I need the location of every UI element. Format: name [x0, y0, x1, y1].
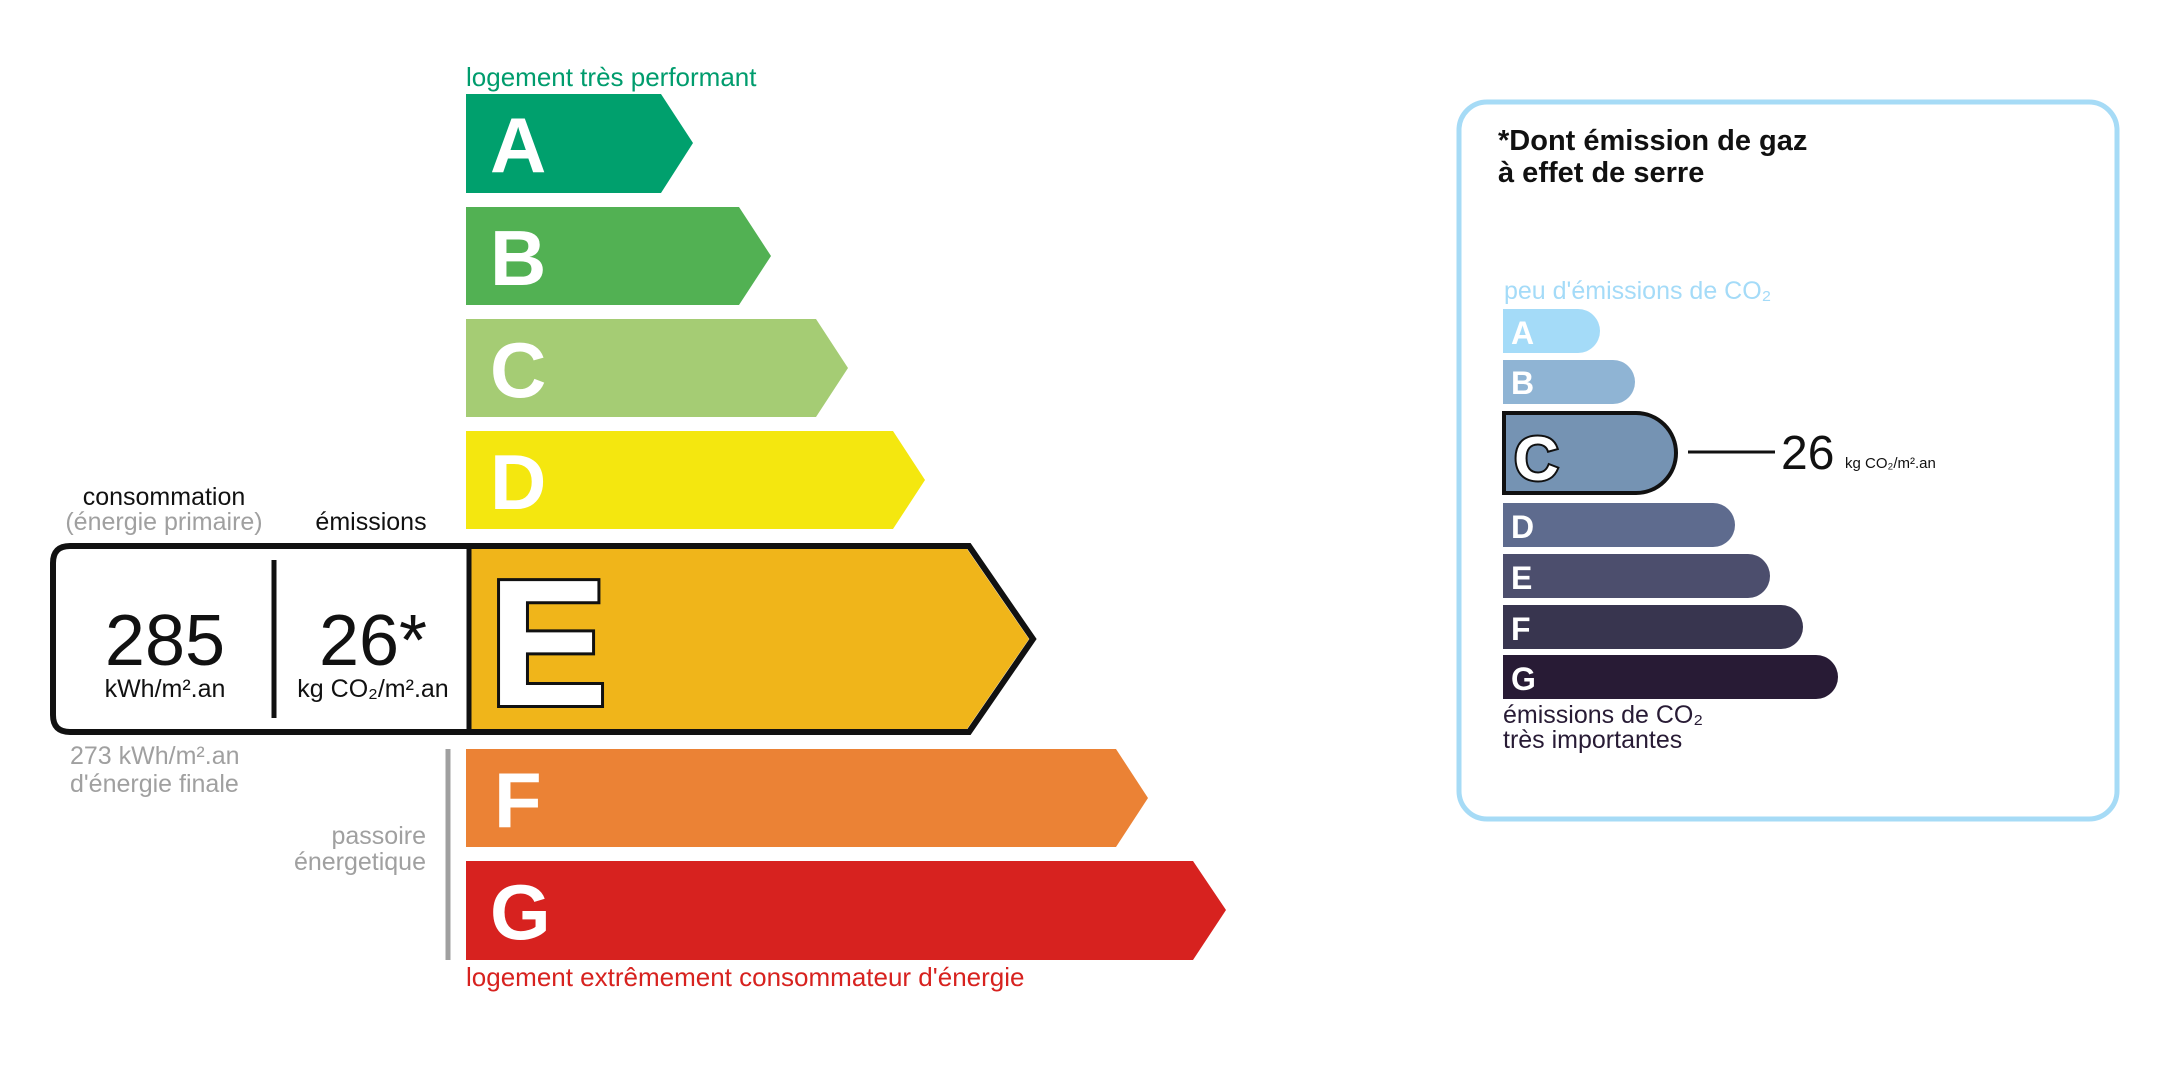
dpe-letter: D [490, 438, 546, 526]
dpe-letter: C [490, 326, 546, 414]
consumption-label: consommation [83, 483, 246, 511]
ges-letter: A [1511, 315, 1534, 351]
ges-letter: F [1511, 611, 1531, 647]
ges-letter: E [1511, 560, 1532, 596]
ges-letter: D [1511, 509, 1534, 545]
emissions-label: émissions [315, 508, 426, 536]
consumption-value: 285 [105, 601, 225, 681]
ges-letter: B [1511, 365, 1534, 401]
ges-panel: *Dont émission de gaz à effet de serre p… [1456, 99, 2120, 822]
consumption-unit: kWh/m².an [105, 675, 226, 703]
ges-bottom-label-1: émissions de CO₂ [1503, 701, 1703, 729]
dpe-letter: G [490, 868, 551, 956]
dpe-top-label: logement très performant [466, 62, 757, 92]
final-energy-value: 273 kWh/m².an [70, 742, 240, 770]
final-energy-label: d'énergie finale [70, 770, 239, 798]
dpe-class-f: F [466, 749, 1148, 847]
ges-class-b: B [1503, 360, 1635, 404]
dpe-letter: E [488, 543, 608, 744]
dpe-bottom-label: logement extrêmement consommateur d'éner… [466, 962, 1024, 992]
ges-bottom-label-2: très importantes [1503, 726, 1682, 754]
ges-title-2: à effet de serre [1498, 157, 1704, 189]
ges-class-c-current: C [1502, 411, 1678, 496]
dpe-class-c: C [466, 319, 848, 417]
dpe-letter: F [494, 756, 542, 844]
ges-class-a: A [1503, 309, 1600, 353]
emissions-value: 26* [319, 601, 427, 681]
ges-letter: C [1514, 425, 1559, 494]
dpe-letter: A [490, 101, 546, 189]
consumption-sublabel: (énergie primaire) [65, 508, 262, 536]
ges-class-d: D [1503, 503, 1735, 547]
emissions-unit: kg CO₂/m².an [297, 675, 448, 703]
dpe-letter: B [490, 214, 546, 302]
passoire-label-2: énergetique [294, 848, 426, 876]
ges-class-e: E [1503, 554, 1770, 598]
ges-value: 26 [1781, 427, 1834, 480]
ges-top-label: peu d'émissions de CO₂ [1504, 277, 1771, 305]
passoire-label-1: passoire [332, 822, 427, 850]
dpe-class-b: B [466, 207, 771, 305]
dpe-class-e-current: E 285 kWh/m².an 26* kg CO₂/m².an [50, 540, 1037, 747]
ges-class-g: G [1503, 655, 1838, 699]
dpe-class-d: D [466, 431, 925, 529]
ges-class-f: F [1503, 605, 1803, 649]
ges-unit: kg CO₂/m².an [1845, 455, 1936, 472]
ges-title-1: *Dont émission de gaz [1498, 125, 1807, 157]
dpe-class-a: A [466, 94, 693, 193]
ges-letter: G [1511, 661, 1536, 697]
dpe-class-g: G [466, 861, 1226, 960]
